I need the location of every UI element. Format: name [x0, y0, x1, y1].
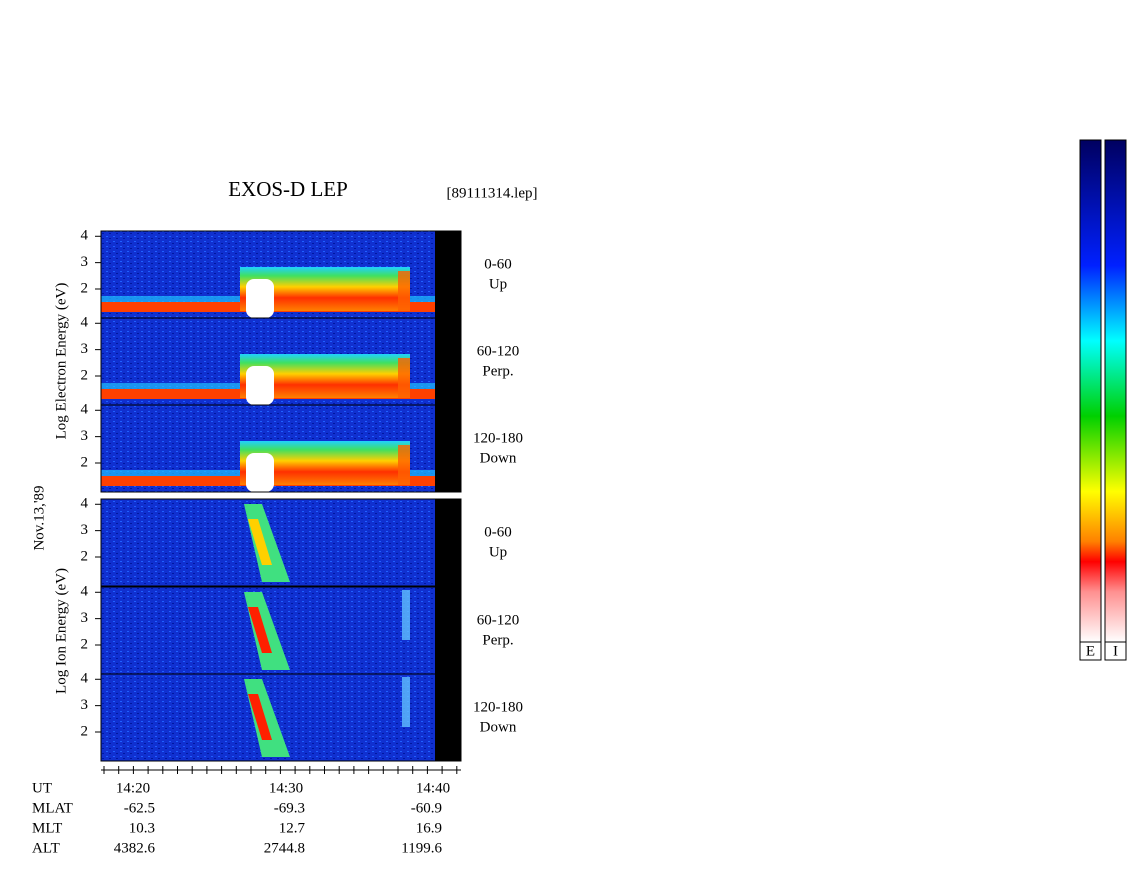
edge-feature	[398, 271, 410, 311]
time-axis-label: UT	[32, 780, 52, 796]
y-tick-label: 2	[81, 280, 89, 296]
orbit-value: 10.3	[129, 820, 155, 836]
panel-range: 0-60	[484, 524, 512, 540]
orbit-value: -60.9	[411, 800, 442, 816]
orbit-value: 4382.6	[114, 840, 156, 856]
panel-frame	[100, 498, 462, 587]
data-gap	[435, 231, 461, 318]
y-tick-label: 4	[81, 671, 89, 687]
y-tick-label: 3	[81, 254, 89, 270]
y-tick-label: 2	[81, 723, 89, 739]
panel-range: 120-180	[473, 699, 523, 715]
data-gap	[435, 405, 461, 492]
electron-axis-label: Log Electron Energy (eV)	[53, 283, 69, 440]
y-tick-label: 2	[81, 367, 89, 383]
ion-core	[248, 607, 272, 653]
edge-feature	[402, 590, 410, 640]
data-gap	[435, 587, 461, 674]
orbit-value: 12.7	[279, 820, 306, 836]
orbit-value: -69.3	[274, 800, 305, 816]
panel-direction: Up	[489, 276, 507, 292]
orbit-value: 16.9	[416, 820, 442, 836]
colorbar-label: I	[1113, 643, 1118, 659]
saturated-blob	[246, 366, 274, 405]
data-gap	[435, 318, 461, 405]
colorbar-label-box	[1104, 641, 1127, 661]
orbit-value: 2744.8	[264, 840, 305, 856]
panel-range: 120-180	[473, 430, 523, 446]
y-tick-label: 3	[81, 428, 89, 444]
panel-range: 0-60	[484, 256, 512, 272]
edge-feature	[398, 358, 410, 398]
ion-core	[248, 694, 272, 740]
ion-core	[248, 519, 272, 565]
panel-direction: Down	[480, 450, 517, 466]
y-tick-label: 2	[81, 548, 89, 564]
title: EXOS-D LEP	[228, 177, 348, 201]
colorbar-label-box	[1079, 641, 1102, 661]
time-tick-label: 14:40	[416, 780, 450, 796]
edge-feature	[402, 677, 410, 727]
colorbar	[1079, 139, 1102, 643]
spectrogram-panels	[95, 230, 462, 774]
panel-direction: Down	[480, 719, 517, 735]
y-tick-label: 2	[81, 454, 89, 470]
y-tick-label: 4	[81, 228, 89, 244]
orbit-row-label: ALT	[32, 840, 60, 856]
y-tick-label: 4	[81, 584, 89, 600]
orbit-value: -62.5	[124, 800, 155, 816]
ion-axis-label: Log Ion Energy (eV)	[53, 568, 69, 694]
date: Nov.13,'89	[31, 485, 47, 550]
saturated-blob	[246, 453, 274, 492]
orbit-row-label: MLAT	[32, 800, 73, 816]
y-tick-label: 3	[81, 697, 89, 713]
panel-range: 60-120	[477, 612, 520, 628]
file-name: [89111314.lep]	[447, 185, 538, 201]
edge-feature	[398, 445, 410, 485]
y-tick-label: 3	[81, 522, 89, 538]
data-gap	[435, 674, 461, 761]
y-tick-label: 3	[81, 341, 89, 357]
labels: EXOS-D LEP [89111314.lep] 2 3 4 0-60 Up 2 3 4 60-1…	[31, 177, 1118, 857]
panel-frame	[100, 404, 462, 493]
saturated-blob	[246, 279, 274, 318]
orbit-row-label: MLT	[32, 820, 62, 836]
y-tick-label: 4	[81, 496, 89, 512]
y-tick-label: 4	[81, 402, 89, 418]
orbit-value: 1199.6	[401, 840, 442, 856]
panel-frame	[100, 673, 462, 762]
time-tick-label: 14:30	[269, 780, 303, 796]
panel-range: 60-120	[477, 343, 520, 359]
y-tick-label: 2	[81, 636, 89, 652]
colorbar	[1104, 139, 1127, 643]
panel-direction: Perp.	[482, 363, 513, 379]
panel-direction: Perp.	[482, 632, 513, 648]
y-tick-label: 4	[81, 315, 89, 331]
panel-direction: Up	[489, 544, 507, 560]
colorbars	[1079, 139, 1127, 661]
data-gap	[435, 499, 461, 586]
y-tick-label: 3	[81, 610, 89, 626]
time-tick-label: 14:20	[116, 780, 150, 796]
colorbar-label: E	[1086, 643, 1095, 659]
